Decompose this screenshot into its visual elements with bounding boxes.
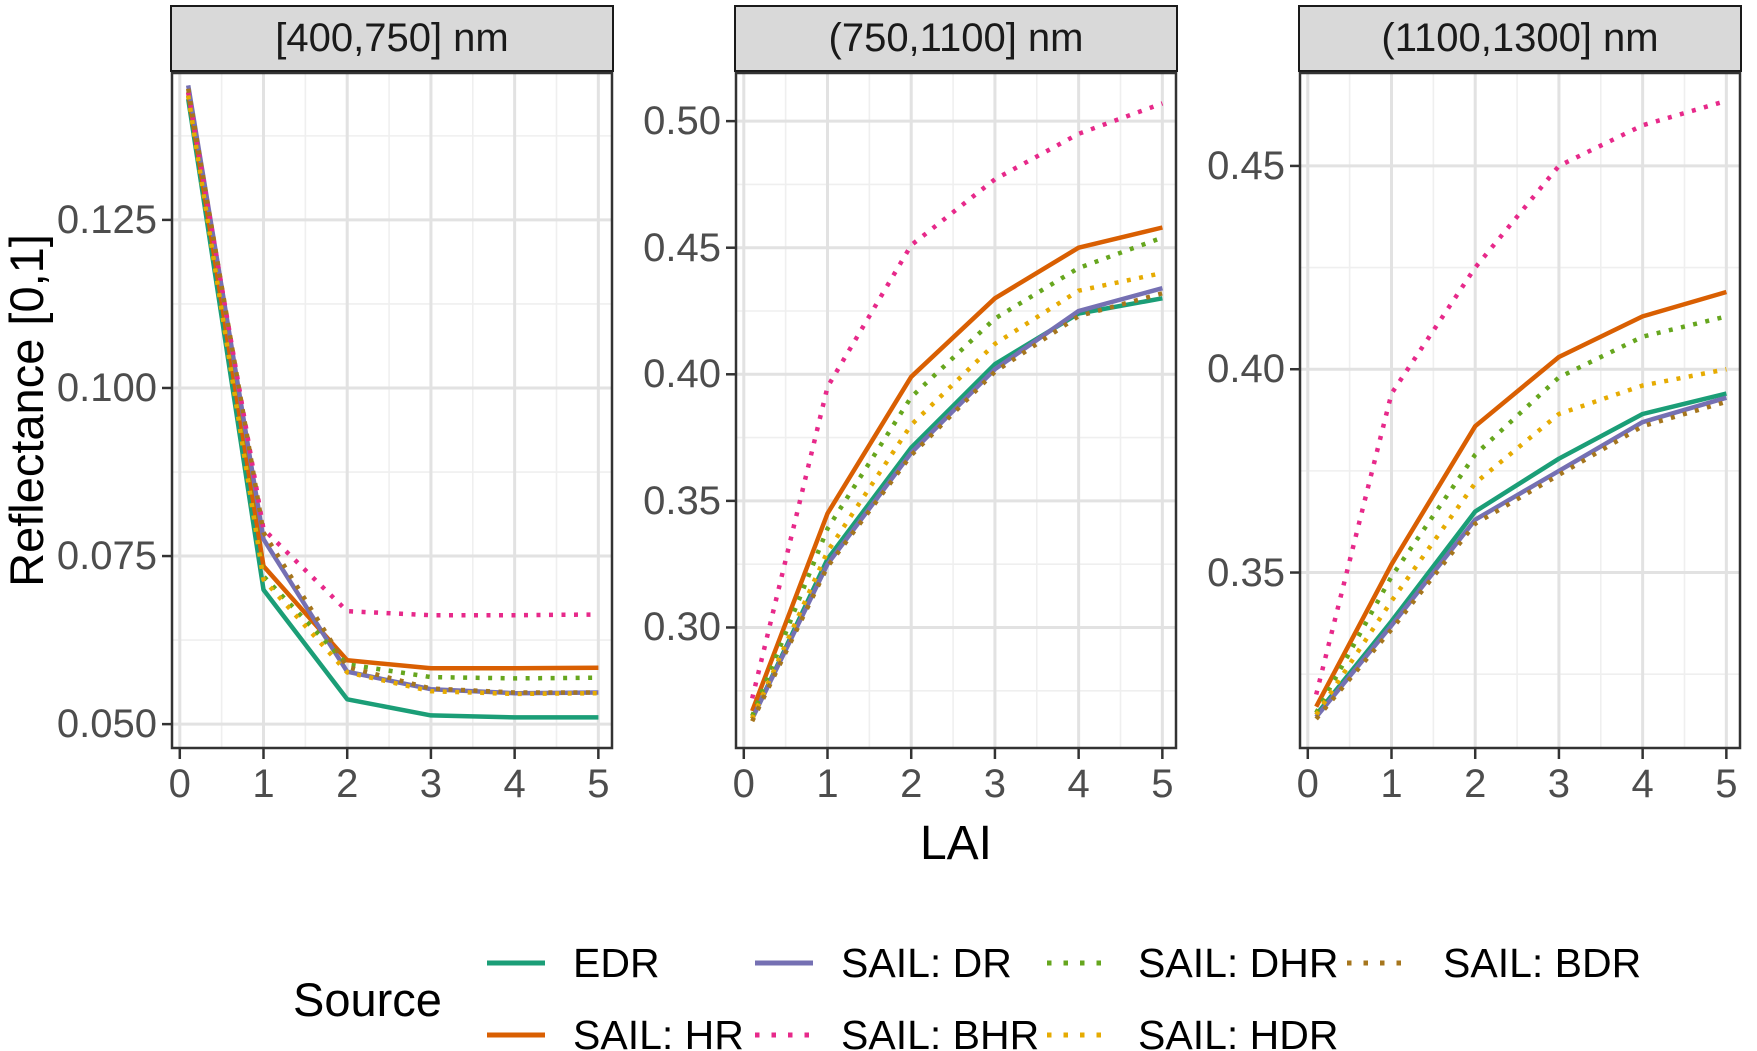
x-tick-label: 3 xyxy=(1547,762,1571,806)
panel-plot-0 xyxy=(162,71,614,759)
series-line-sail-bhr xyxy=(185,91,599,618)
legend-label: SAIL: DR xyxy=(841,940,1012,986)
y-tick-label: 0.35 xyxy=(1207,550,1285,595)
x-tick-label: 1 xyxy=(816,762,839,806)
legend-title: Source xyxy=(293,973,442,1026)
panel-plot-2 xyxy=(1290,71,1742,759)
facet-strip-title: [400,750] nm xyxy=(170,5,614,72)
grid-major xyxy=(171,72,613,749)
x-tick-label: 3 xyxy=(419,762,443,806)
series-line-sail-hr xyxy=(1314,289,1728,708)
x-axis-title: LAI xyxy=(919,817,993,870)
x-tick-label: 0 xyxy=(168,762,191,806)
series-line-sail-dr xyxy=(1314,395,1728,719)
x-tick-label: 0 xyxy=(1296,762,1319,806)
x-tick-label: 1 xyxy=(1380,762,1403,806)
x-tick-label: 5 xyxy=(1151,762,1174,806)
grid-minor xyxy=(171,72,613,749)
panel-border xyxy=(170,71,614,750)
legend-key-sail-hr-icon xyxy=(487,1032,545,1038)
x-tick-label: 3 xyxy=(983,762,1007,806)
axis-tick-marks xyxy=(726,119,1164,759)
series-line-sail-hdr xyxy=(1314,366,1727,717)
x-tick-label: 5 xyxy=(1715,762,1738,806)
grid-major xyxy=(1299,72,1741,749)
legend-label: SAIL: HR xyxy=(573,1012,744,1051)
series-line-edr xyxy=(750,296,1163,720)
x-tick-label: 2 xyxy=(900,762,923,806)
series-line-sail-bhr xyxy=(1314,98,1728,696)
series-line-sail-dhr xyxy=(185,95,599,681)
series-line-sail-bhr xyxy=(750,101,1164,699)
y-tick-label: 0.35 xyxy=(643,478,721,523)
panel-border xyxy=(1298,71,1742,750)
x-tick-label: 1 xyxy=(252,762,275,806)
y-tick-label: 0.050 xyxy=(56,702,157,747)
series-line-sail-bdr xyxy=(750,291,1163,723)
y-tick-label: 0.125 xyxy=(56,197,157,242)
series-line-sail-hdr xyxy=(185,95,599,697)
axis-tick-marks xyxy=(1290,164,1728,759)
axis-tick-marks xyxy=(162,218,600,759)
legend-key-sail-bhr-icon xyxy=(755,1032,813,1038)
y-tick-label: 0.45 xyxy=(1207,143,1285,188)
y-tick-label: 0.45 xyxy=(643,225,721,270)
series-line-sail-hdr xyxy=(750,270,1163,720)
legend-key-sail-bdr-icon xyxy=(1347,960,1405,966)
x-tick-label: 4 xyxy=(503,762,526,806)
y-tick-label: 0.40 xyxy=(643,352,721,397)
series-line-sail-dr xyxy=(750,286,1163,720)
legend-label: SAIL: HDR xyxy=(1138,1012,1339,1051)
y-tick-label: 0.30 xyxy=(643,605,721,650)
x-tick-label: 4 xyxy=(1631,762,1654,806)
y-tick-label: 0.075 xyxy=(56,534,157,579)
legend-label: SAIL: BDR xyxy=(1443,940,1642,986)
series-line-sail-hr xyxy=(185,91,599,671)
facet-strip-title: (1100,1300] nm xyxy=(1298,5,1742,72)
series-line-edr xyxy=(1314,391,1727,717)
series-line-edr xyxy=(185,98,599,720)
x-tick-label: 2 xyxy=(336,762,359,806)
grid-major xyxy=(735,72,1177,749)
series-line-sail-dhr xyxy=(1314,314,1727,714)
legend-key-sail-hdr-icon xyxy=(1047,1032,1105,1038)
y-tick-label: 0.100 xyxy=(56,365,157,410)
legend-label: EDR xyxy=(573,940,660,986)
panel-border xyxy=(734,71,1178,750)
y-tick-label: 0.40 xyxy=(1207,347,1285,392)
y-axis-title: Reflectance [0,1] xyxy=(0,234,53,587)
legend-key-sail-dr-icon xyxy=(755,960,813,966)
series-line-sail-hr xyxy=(750,225,1163,712)
legend-label: SAIL: DHR xyxy=(1138,940,1339,986)
series-line-sail-bdr xyxy=(1314,399,1728,721)
legend-key-sail-dhr-icon xyxy=(1047,960,1105,966)
x-tick-label: 4 xyxy=(1067,762,1090,806)
series-line-sail-dhr xyxy=(750,235,1164,717)
panel-plot-1 xyxy=(726,71,1178,759)
x-tick-label: 2 xyxy=(1464,762,1487,806)
series-line-sail-bdr xyxy=(185,88,599,695)
x-tick-label: 0 xyxy=(732,762,755,806)
x-tick-label: 5 xyxy=(587,762,610,806)
y-tick-label: 0.50 xyxy=(643,99,721,144)
legend-key-edr-icon xyxy=(487,960,545,966)
facet-strip-title: (750,1100] nm xyxy=(734,5,1178,72)
legend-label: SAIL: BHR xyxy=(841,1012,1040,1051)
